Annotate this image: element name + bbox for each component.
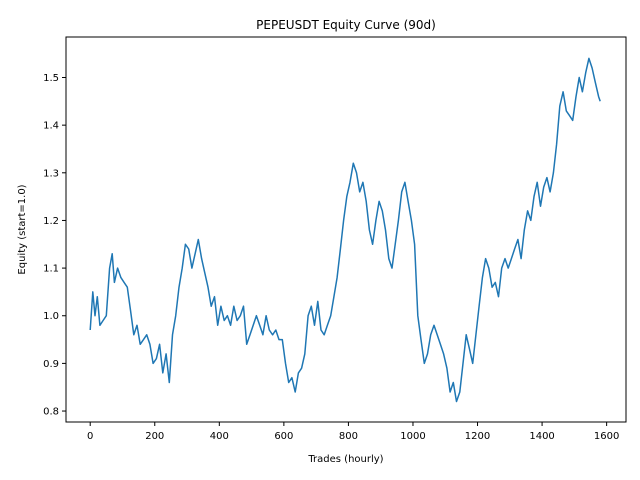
x-tick-label: 800: [339, 431, 358, 442]
plot-area: [65, 36, 627, 423]
x-tick-label: 1600: [594, 431, 619, 442]
x-tick-label: 600: [274, 431, 293, 442]
x-tick-label: 1000: [400, 431, 425, 442]
y-tick-label: 1.0: [43, 311, 59, 322]
x-tick-label: 200: [145, 431, 164, 442]
y-tick-label: 1.2: [43, 216, 59, 227]
x-tick-label: 0: [87, 431, 93, 442]
y-axis-ticks: 0.8 0.9 1.0 1.1 1.2 1.3 1.4 1.5: [43, 73, 66, 418]
plot-background: [66, 37, 626, 422]
y-tick-label: 0.9: [43, 359, 59, 370]
x-tick-label: 1400: [529, 431, 554, 442]
series-line-0: [89, 57, 601, 403]
x-axis-label: Trades (hourly): [307, 454, 383, 465]
y-tick-label: 1.4: [43, 121, 59, 132]
x-tick-label: 400: [210, 431, 229, 442]
chart-title: PEPEUSDT Equity Curve (90d): [256, 18, 436, 32]
y-tick-label: 1.3: [43, 168, 59, 179]
y-tick-label: 1.5: [43, 73, 59, 84]
y-axis-label: Equity (start=1.0): [17, 184, 28, 274]
y-tick-label: 0.8: [43, 407, 59, 418]
plot-frame: [65, 36, 627, 423]
x-tick-label: 1200: [465, 431, 490, 442]
y-tick-label: 1.1: [43, 264, 59, 275]
x-axis-ticks: 0 200 400 600 800 1000 1200 1400 1600: [87, 422, 619, 442]
